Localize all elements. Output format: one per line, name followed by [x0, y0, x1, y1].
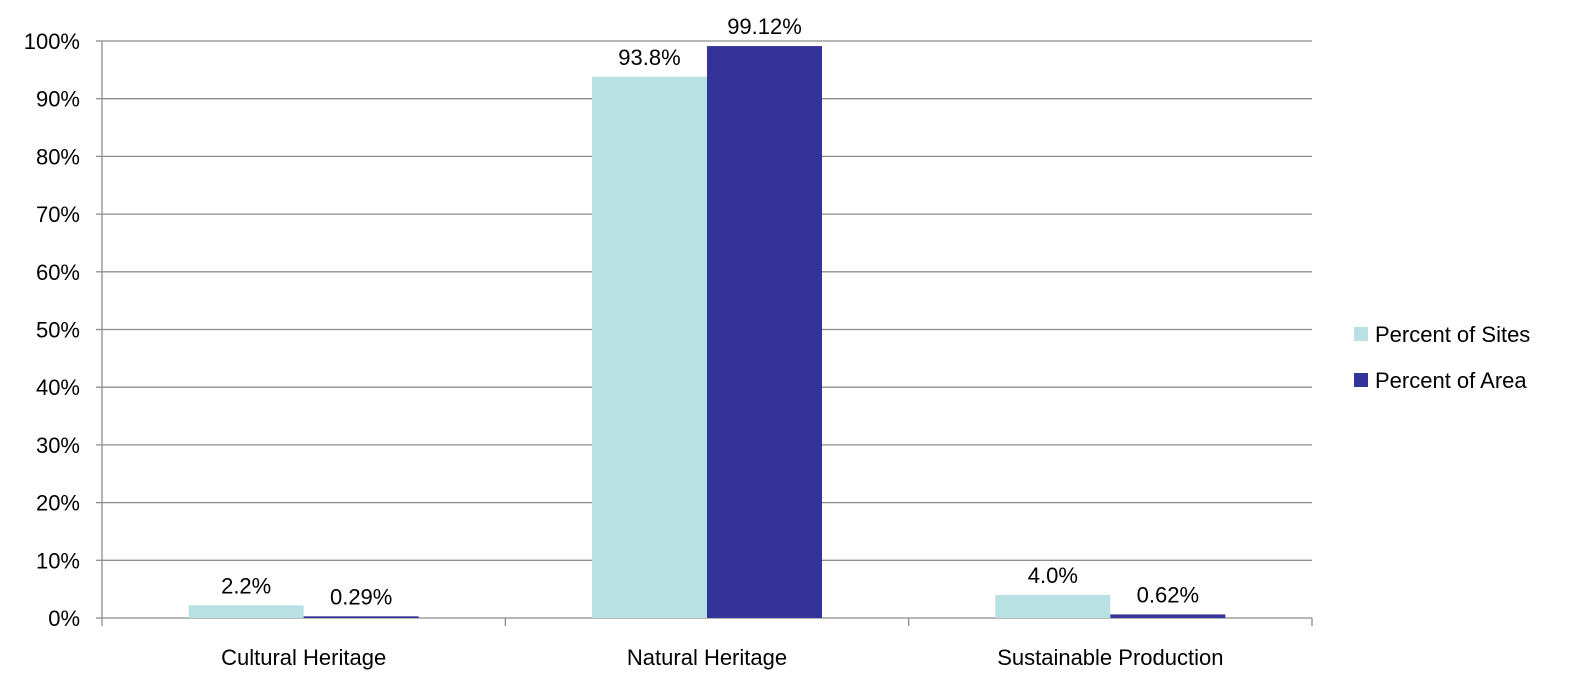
y-tick-labels: 0% 10% 20% 30% 40% 50% 60% 70% 80% 90% 100%	[24, 29, 80, 631]
data-label: 4.0%	[1028, 563, 1078, 588]
category-label: Natural Heritage	[627, 645, 787, 670]
data-label: 93.8%	[618, 45, 680, 70]
data-labels: 2.2% 0.29% 93.8% 99.12% 4.0% 0.62%	[221, 14, 1199, 609]
category-label: Sustainable Production	[997, 645, 1223, 670]
y-tick-label: 40%	[36, 375, 80, 400]
legend: Percent of Sites Percent of Area	[1354, 322, 1530, 393]
y-tick-label: 20%	[36, 491, 80, 516]
bar-sites-0	[188, 605, 304, 618]
y-tick-label: 80%	[36, 144, 80, 169]
legend-swatch	[1354, 373, 1368, 387]
y-tick-label: 0%	[48, 606, 80, 631]
bar-area-2	[1110, 614, 1226, 618]
legend-label: Percent of Sites	[1375, 322, 1530, 347]
category-label: Cultural Heritage	[221, 645, 386, 670]
y-tick-label: 100%	[24, 29, 80, 54]
y-tick-label: 30%	[36, 433, 80, 458]
bars	[188, 46, 1226, 619]
data-label: 99.12%	[727, 14, 802, 39]
bar-sites-1	[592, 76, 707, 619]
bar-area-0	[303, 616, 419, 618]
data-label: 2.2%	[221, 573, 271, 598]
data-label: 0.29%	[330, 584, 392, 609]
legend-label: Percent of Area	[1375, 368, 1527, 393]
y-tick-label: 70%	[36, 202, 80, 227]
y-tick-label: 90%	[36, 87, 80, 112]
category-labels: Cultural Heritage Natural Heritage Sustain…	[221, 645, 1223, 670]
data-label: 0.62%	[1137, 582, 1199, 607]
y-tick-label: 10%	[36, 548, 80, 573]
y-tick-label: 50%	[36, 318, 80, 343]
bar-sites-2	[995, 594, 1111, 618]
y-tick-label: 60%	[36, 260, 80, 285]
legend-swatch	[1354, 327, 1368, 341]
bar-area-1	[707, 46, 822, 619]
